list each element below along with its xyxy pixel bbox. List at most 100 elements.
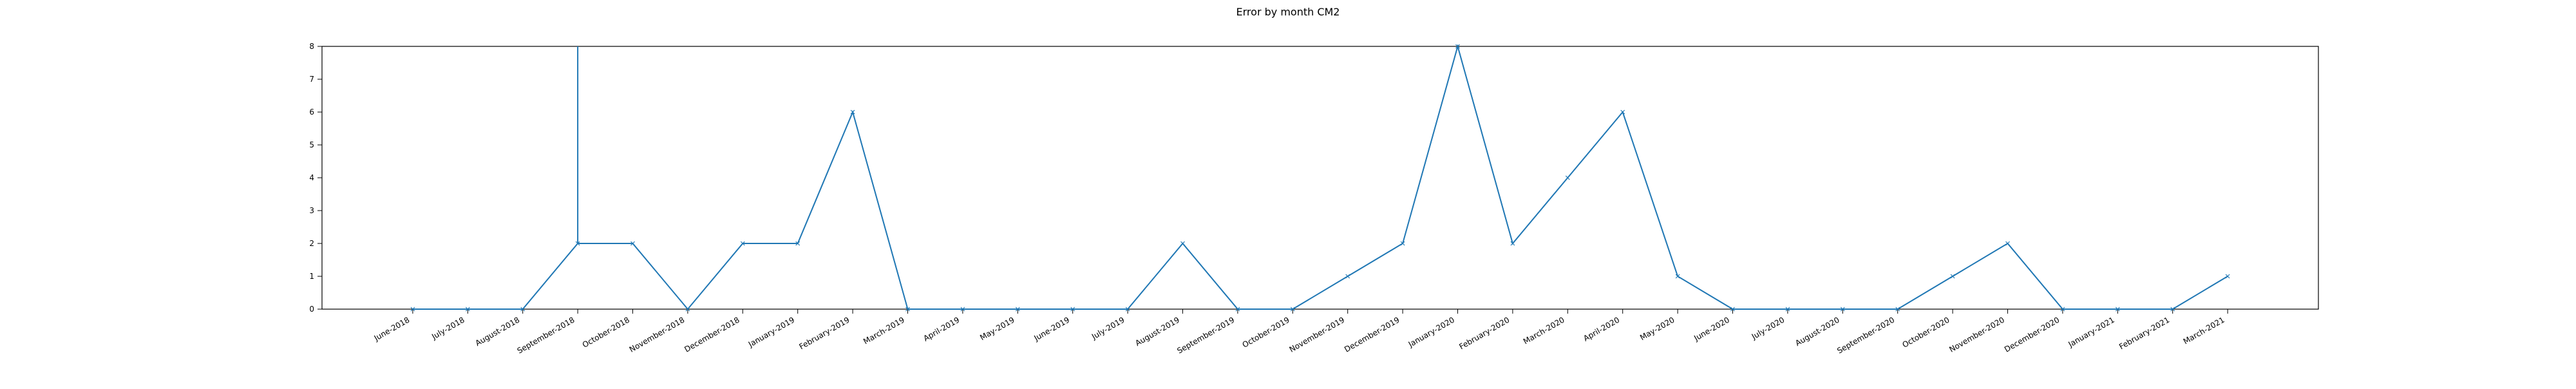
data-point-marker [410,307,415,312]
data-point-marker [1070,307,1075,312]
marker-stroke [795,241,800,246]
data-point-marker [1950,274,1955,279]
marker-stroke [905,307,910,312]
marker-stroke [685,307,690,312]
marker-stroke [2005,241,2010,246]
y-tick-label: 1 [309,272,314,281]
marker-stroke [465,307,470,312]
marker-stroke [1125,307,1130,312]
data-point-marker [1235,307,1240,312]
data-point-marker [2060,307,2065,312]
marker-stroke [1785,307,1790,312]
data-point-marker [960,307,965,312]
data-point-marker [1785,307,1790,312]
marker-stroke [1345,274,1350,279]
marker-stroke [410,307,415,312]
data-point-marker [1620,109,1625,115]
y-tick-label: 4 [309,173,314,182]
x-tick-label: August-2019 [1133,315,1181,348]
marker-stroke [1565,175,1570,180]
data-point-marker [1565,175,1570,180]
x-tick-label: October-2019 [1241,315,1291,349]
data-point-marker [2115,307,2120,312]
marker-stroke [960,307,965,312]
data-point-marker [850,109,855,115]
data-point-marker [630,241,635,246]
y-tick-label: 3 [309,206,314,215]
marker-stroke [740,241,745,246]
y-tick-label: 6 [309,108,314,117]
series-line [412,44,2228,310]
y-tick-label: 0 [309,305,314,314]
marker-stroke [630,241,635,246]
marker-stroke [1675,274,1680,279]
data-point-marker [1400,241,1405,246]
marker-stroke [1070,307,1075,312]
data-point-marker [1345,274,1350,279]
x-tick-label: October-2018 [581,315,631,349]
marker-stroke [1235,307,1240,312]
x-tick-label: June-2019 [1032,315,1071,343]
y-axis: 0 1 2 3 4 5 6 7 8 [309,42,322,314]
marker-stroke [2060,307,2065,312]
x-tick-label: February-2021 [2117,315,2171,351]
data-point-marker [1180,241,1185,246]
x-tick-label: August-2018 [474,315,522,348]
x-tick-label: January-2019 [746,315,796,349]
data-point-marker [685,307,690,312]
x-tick-label: September-2019 [1175,315,1236,355]
marker-stroke [520,307,526,312]
data-point-marker [2005,241,2010,246]
data-point-marker [1455,44,1460,49]
data-point-marker [2170,307,2175,312]
x-tick-label: March-2021 [2182,315,2226,346]
x-tick-label: December-2018 [683,315,741,354]
marker-stroke [1840,307,1845,312]
x-tick-label: September-2020 [1835,315,1896,355]
x-tick-label: November-2019 [1288,315,1347,354]
x-tick-label: March-2020 [1522,315,1566,346]
x-tick-label: April-2020 [1582,315,1621,343]
x-tick-label: January-2020 [1406,315,1456,349]
x-tick-label: October-2020 [1900,315,1951,349]
marker-stroke [1895,307,1900,312]
marker-stroke [1400,241,1405,246]
plot-area-frame [321,46,2319,310]
data-point-marker [1290,307,1295,312]
marker-stroke [1455,44,1460,49]
marker-stroke [1730,307,1735,312]
marker-stroke [2225,274,2230,279]
data-point-marker [1895,307,1900,312]
data-point-marker [2225,274,2230,279]
data-point-marker [575,241,580,246]
y-tick-label: 8 [309,42,314,51]
marker-stroke [1015,307,1020,312]
x-tick-label: May-2019 [978,315,1016,342]
x-tick-label: August-2020 [1794,315,1841,348]
marker-stroke [1510,241,1515,246]
y-tick-label: 7 [309,75,314,84]
x-tick-label: December-2020 [2003,315,2061,354]
chart-title: Error by month CM2 [1236,6,1340,18]
data-point-marker [1510,241,1515,246]
x-tick-label: April-2019 [922,315,961,343]
x-tick-label: September-2018 [516,315,576,355]
data-point-marker [1675,274,1680,279]
data-point-marker [1015,307,1020,312]
data-point-marker [1125,307,1130,312]
marker-stroke [1950,274,1955,279]
x-tick-label: January-2021 [2067,315,2116,349]
marker-stroke [2170,307,2175,312]
data-point-marker [905,307,910,312]
x-tick-label: July-2018 [430,315,466,341]
x-tick-label: November-2020 [1947,315,2006,354]
x-tick-label: March-2019 [862,315,906,346]
marker-stroke [575,241,580,246]
x-tick-label: February-2020 [1457,315,1511,351]
data-point-marker [1730,307,1735,312]
data-point-marker [795,241,800,246]
y-tick-label: 5 [309,140,314,149]
x-tick-label: November-2018 [628,315,687,354]
